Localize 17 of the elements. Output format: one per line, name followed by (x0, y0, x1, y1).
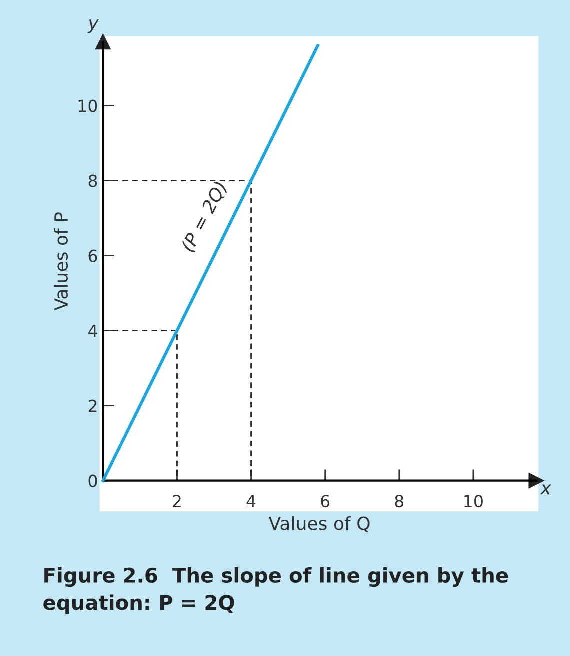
x-tick-label: 2 (173, 495, 181, 508)
text: x (540, 484, 552, 495)
x-tick-label: 10 (464, 495, 483, 508)
y-tick-label: 0 (88, 474, 98, 488)
y-tick-label: 8 (88, 174, 98, 188)
x-tick-label: 8 (395, 495, 404, 508)
text: y (88, 20, 100, 34)
y-tick-label: 4 (88, 324, 98, 338)
y-tick-label: 10 (78, 100, 98, 112)
y-tick-label: 6 (88, 250, 98, 262)
x-tick-label: 4 (246, 495, 256, 508)
y-tick-label: 2 (88, 400, 97, 412)
x-axis-title: Values of Q (268, 516, 370, 532)
y-axis-title: Values of P (54, 212, 68, 311)
annotation: (P = 2Q) (180, 180, 230, 254)
text: Figure 2.6 The slope of line given by the equation: P = 2Q (44, 567, 508, 614)
x-tick-label: 6 (321, 495, 330, 508)
